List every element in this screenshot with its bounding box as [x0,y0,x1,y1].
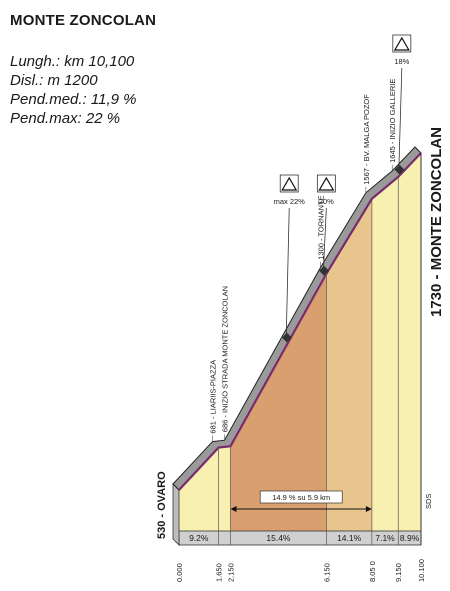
length-stat: Lungh.: km 10,100 [10,53,135,70]
sign-leader [285,207,290,338]
sign-label: 18% [394,57,409,66]
grade-label: 7.1% [375,533,395,543]
avg-grade-stat: Pend.med.: 11,9 % [10,91,137,108]
grade-label: 9.2% [189,533,209,543]
grade-label: 8.9% [400,533,420,543]
x-tick-label: 8.05 0 [368,561,377,582]
sign-leader [398,67,403,170]
steep-section-area [230,273,327,531]
waypoint-label: 681 - LIARIIS-PIAZZA [209,360,218,434]
climb-title: MONTE ZONCOLAN [10,12,157,29]
sign-marker [394,164,405,175]
sign-label: 20% [319,197,334,206]
annotation-arrowhead-left [230,506,237,512]
climb-stats: Lungh.: km 10,100 Disl.: m 1200 Pend.med… [10,52,136,128]
waypoint-label: 1645 - INIZIO GALLERIE [388,79,397,163]
max-grade-stat: Pend.max: 22 % [10,110,121,127]
annotation-box [259,490,343,504]
sign-label: max 22% [274,197,306,206]
warning-triangle-icon [281,176,298,191]
grade-label: 15.4% [266,533,291,543]
x-tick-label: 6.150 [322,563,331,582]
annotation-label: 14.9 % su 5.9 km [272,493,330,502]
mid-section-area [326,198,372,532]
x-tick-label: 0.000 [175,563,184,582]
waypoint-label: 1567 - BV. MALGA POZOF [362,94,371,185]
sign-marker [319,265,330,276]
waypoint-label: 1300 - TORNANTE [316,195,325,259]
x-tick-label: 9.150 [394,563,403,582]
waypoint-label: 686 - INIZIO STRADA MONTE ZONCOLAN [221,286,230,432]
block-side-face [172,483,180,546]
warning-triangle-icon [393,36,410,51]
start-label: 530 - OVARO [156,471,168,539]
summit-label: 1730 - MONTE ZONCOLAN [428,127,445,317]
warning-triangle-icon [318,176,335,191]
sign-marker [281,332,292,343]
x-tick-label: 2.150 [227,563,236,582]
grade-label: 14.1% [337,533,362,543]
sign-leader [322,207,327,271]
climb-stat: Disl.: m 1200 [10,72,98,89]
annotation-arrowhead-right [365,506,372,512]
watermark-label: SDS [424,494,433,509]
x-tick-label: 10.100 [417,559,426,582]
x-tick-label: 1.650 [215,563,224,582]
